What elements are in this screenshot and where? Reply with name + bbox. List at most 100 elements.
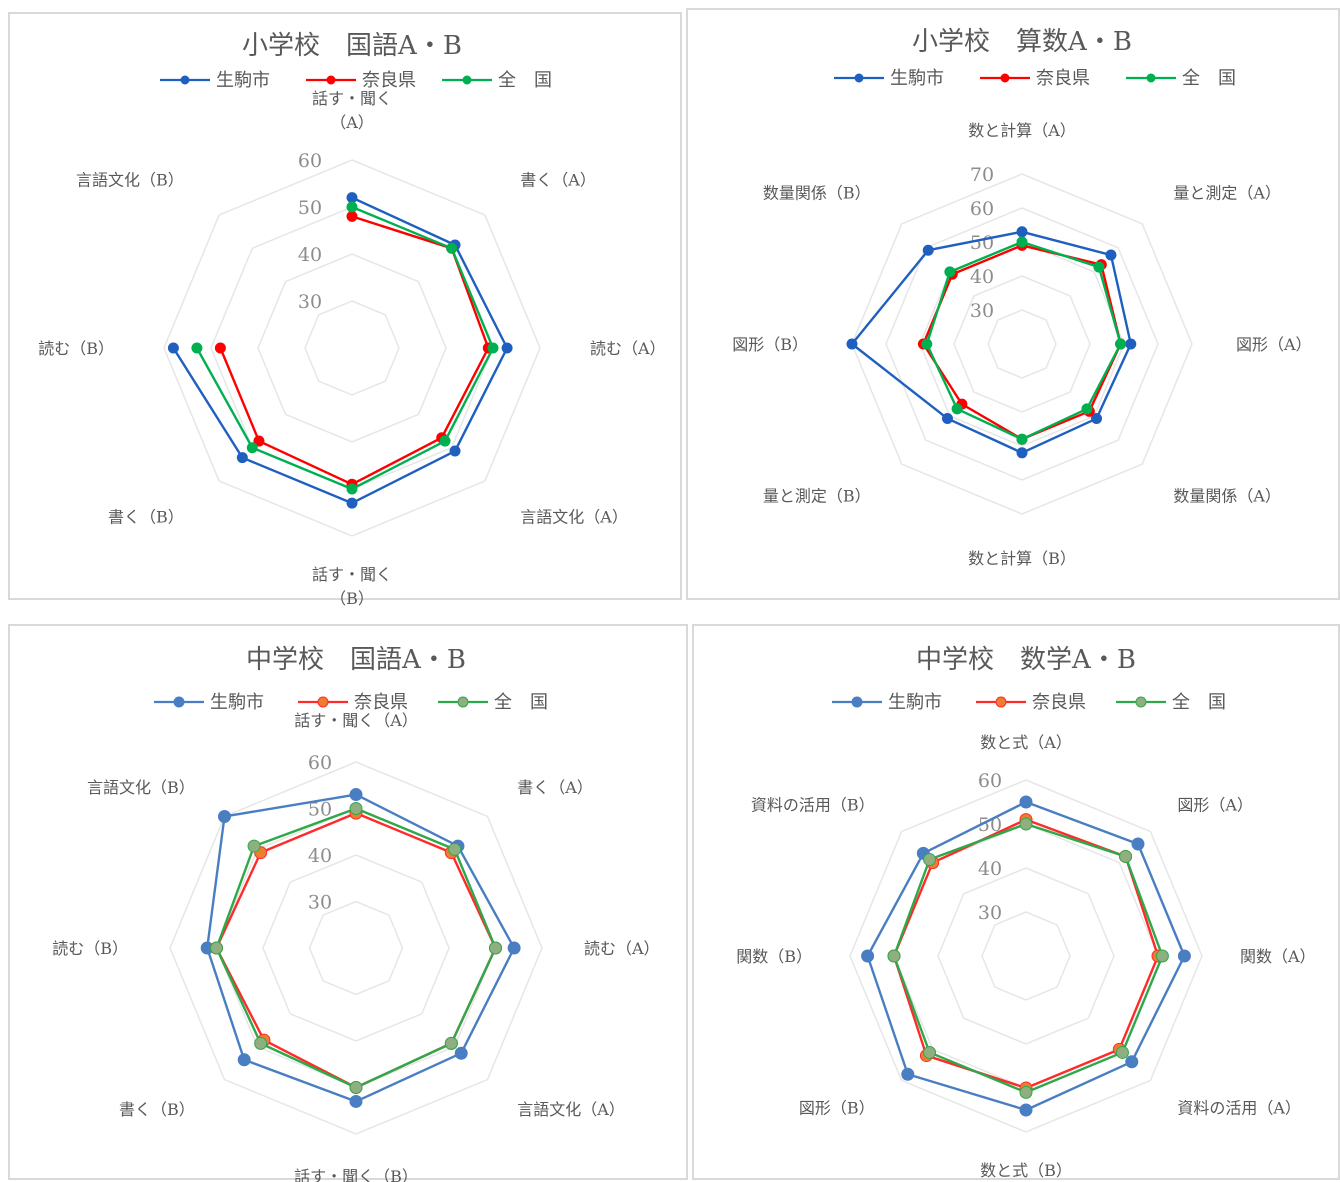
legend-item: 全 国 <box>1126 68 1236 89</box>
data-point <box>448 842 462 856</box>
category-label: 読む（B） <box>38 339 114 358</box>
data-point <box>901 1067 915 1081</box>
category-label: 読む（B） <box>52 939 128 958</box>
legend-marker <box>851 696 863 708</box>
data-point <box>349 1094 363 1108</box>
tick-label: 30 <box>308 892 332 914</box>
category-label: 図形（B） <box>732 335 808 354</box>
legend-label: 生駒市 <box>216 70 270 91</box>
legend-marker <box>1146 73 1156 83</box>
category-label: 書く（A） <box>517 778 593 797</box>
category-label: 話す・聞く（A） <box>294 711 418 730</box>
series-0 <box>200 788 521 1108</box>
category-label: 量と測定（A） <box>1173 184 1281 203</box>
data-point <box>1125 1055 1139 1069</box>
tick-label: 40 <box>978 858 1002 880</box>
category-label: 数量関係（B） <box>763 184 871 203</box>
legend-label: 生駒市 <box>888 692 942 713</box>
data-point <box>941 413 953 425</box>
category-label: 関数（B） <box>736 947 812 966</box>
chart-panel-junior-high-math: 中学校 数学A・B 生駒市 奈良県 全 国 30 40 50 60 数と式（A） 図形（A） 関数（… <box>692 624 1340 1180</box>
chart-title: 小学校 算数A・B <box>912 27 1132 57</box>
radar-grid <box>851 173 1193 515</box>
tick-label: 60 <box>298 150 322 172</box>
legend-label: 全 国 <box>498 70 552 91</box>
data-point <box>444 1036 458 1050</box>
grid-ring <box>851 173 1193 515</box>
data-point <box>246 442 258 454</box>
data-point <box>236 452 248 464</box>
data-point <box>349 788 363 802</box>
data-point <box>944 266 956 278</box>
grid-ring <box>919 241 1125 447</box>
data-point <box>507 941 521 955</box>
data-point <box>214 342 226 354</box>
category-label: 数と計算（A） <box>968 121 1076 140</box>
legend-marker <box>326 75 336 85</box>
data-point <box>346 201 358 213</box>
legend-item: 全 国 <box>1116 692 1226 713</box>
data-point <box>253 435 265 447</box>
grid-ring <box>169 761 543 1135</box>
data-point <box>454 1046 468 1060</box>
data-point <box>922 244 934 256</box>
data-point <box>217 809 231 823</box>
grid-ring <box>304 300 400 396</box>
data-point <box>951 403 963 415</box>
data-point <box>921 338 933 350</box>
tick-label: 50 <box>308 799 332 821</box>
legend-label: 奈良県 <box>354 692 408 713</box>
tick-label: 50 <box>970 232 994 254</box>
category-label: 書く（B） <box>119 1100 195 1119</box>
legend-label: 生駒市 <box>210 692 264 713</box>
chart-legend: 生駒市 奈良県 全 国 <box>160 70 552 91</box>
data-point <box>923 1045 937 1059</box>
data-point <box>247 839 261 853</box>
grid-ring <box>987 309 1057 379</box>
series-2 <box>210 802 502 1094</box>
legend-label: 奈良県 <box>362 70 416 91</box>
data-point <box>1115 338 1127 350</box>
category-label: 言語文化（A） <box>520 507 628 526</box>
category-label: 話す・聞く（A） <box>312 89 392 132</box>
data-point <box>237 1053 251 1067</box>
grid-ring <box>849 779 1203 1133</box>
legend-item: 奈良県 <box>976 692 1086 713</box>
data-point <box>846 338 858 350</box>
legend-marker <box>1000 73 1010 83</box>
tick-label: 40 <box>970 266 994 288</box>
radar-grid <box>849 779 1203 1133</box>
tick-label: 50 <box>978 814 1002 836</box>
data-point <box>1016 433 1028 445</box>
tick-label: 60 <box>978 770 1002 792</box>
category-label: 資料の活用（B） <box>751 796 875 815</box>
data-point <box>1115 1045 1129 1059</box>
series-0 <box>846 226 1137 459</box>
legend-marker <box>995 696 1007 708</box>
data-point <box>1019 1103 1033 1117</box>
legend-marker <box>462 75 472 85</box>
grid-ring <box>262 854 450 1042</box>
chart-panel-elementary-japanese: 小学校 国語A・B 生駒市 奈良県 全 国 30 40 50 60 話す・聞く（A） 書く（A） 読… <box>8 12 682 608</box>
category-label: 関数（A） <box>1240 947 1316 966</box>
data-point <box>501 342 513 354</box>
data-point <box>1091 413 1103 425</box>
category-label: 話す・聞く（B） <box>312 565 392 608</box>
category-label: 言語文化（B） <box>76 171 184 190</box>
legend-item: 生駒市 <box>832 692 942 713</box>
chart-legend: 生駒市 奈良県 全 国 <box>832 692 1226 713</box>
data-point <box>887 949 901 963</box>
data-point <box>254 1036 268 1050</box>
legend-marker <box>317 696 329 708</box>
category-label: 量と測定（B） <box>763 486 871 505</box>
radar-chart-elementary-math: 小学校 算数A・B 生駒市 奈良県 全 国 30 40 50 60 70 数と計算（A） 量と測定（… <box>732 27 1311 568</box>
series-2 <box>921 236 1127 445</box>
chart-title: 中学校 国語A・B <box>246 645 466 675</box>
legend-label: 全 国 <box>1172 692 1226 713</box>
category-label: 数と式（B） <box>980 1161 1072 1180</box>
legend-marker <box>457 696 469 708</box>
data-point <box>346 210 358 222</box>
category-label: 言語文化（B） <box>87 778 195 797</box>
data-point <box>1119 849 1133 863</box>
category-label: 図形（B） <box>799 1098 875 1117</box>
